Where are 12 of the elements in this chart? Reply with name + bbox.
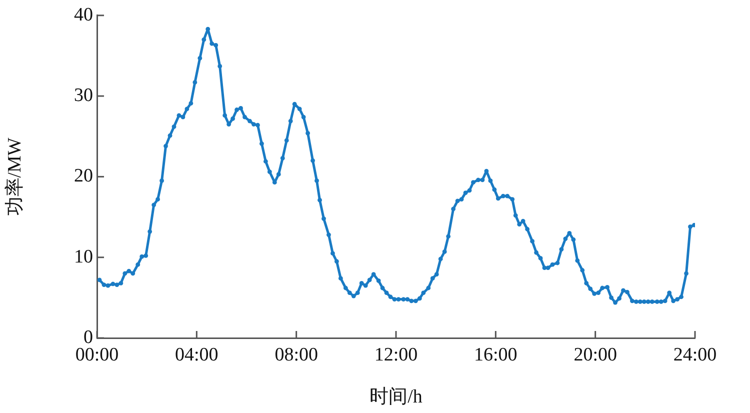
x-tick-label: 08:00 [274, 344, 318, 366]
x-tick-label: 24:00 [673, 344, 717, 366]
x-tick-label: 20:00 [574, 344, 617, 366]
y-axis-title: 功率/MW [3, 138, 26, 216]
y-tick-label: 10 [74, 246, 93, 268]
x-axis-title: 时间/h [370, 386, 423, 408]
x-tick-label: 12:00 [374, 344, 418, 366]
y-tick-label: 20 [74, 166, 93, 187]
x-tick-label: 16:00 [474, 344, 518, 366]
y-tick-label: 30 [74, 85, 93, 106]
x-tick-label: 04:00 [175, 344, 218, 366]
y-tick-label: 40 [74, 4, 93, 26]
